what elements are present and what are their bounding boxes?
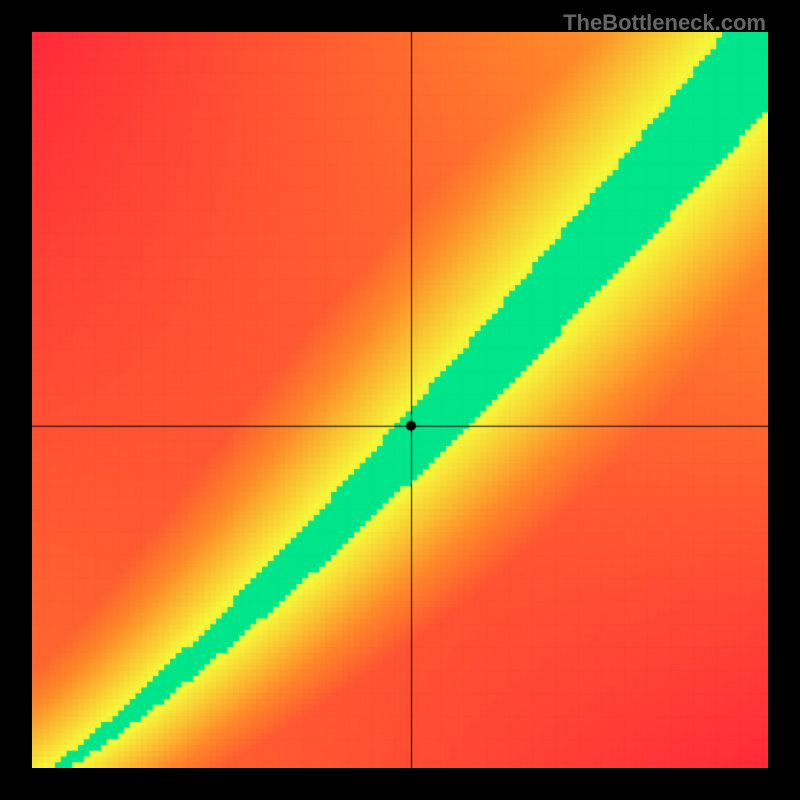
watermark-text: TheBottleneck.com bbox=[563, 10, 766, 36]
bottleneck-heatmap bbox=[32, 32, 768, 768]
